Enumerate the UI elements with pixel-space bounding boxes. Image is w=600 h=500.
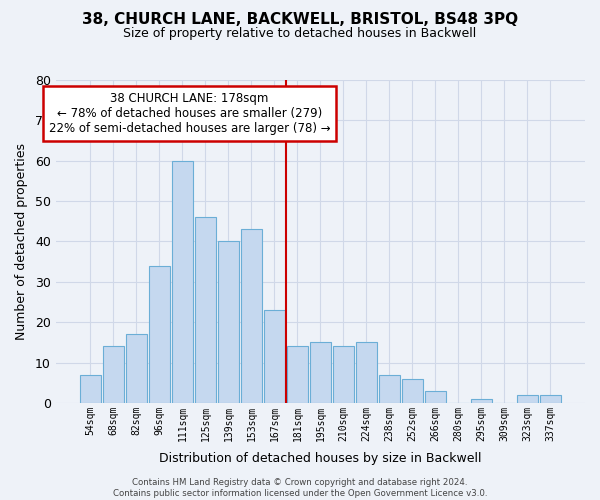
Bar [287, 346, 308, 403]
Text: 38, CHURCH LANE, BACKWELL, BRISTOL, BS48 3PQ: 38, CHURCH LANE, BACKWELL, BRISTOL, BS48… [82, 12, 518, 28]
Bar [425, 391, 446, 403]
Bar [195, 217, 216, 403]
Bar [471, 399, 492, 403]
Bar [241, 230, 262, 403]
Bar [310, 342, 331, 403]
Bar [264, 310, 285, 403]
Bar [103, 346, 124, 403]
Bar [172, 160, 193, 403]
Bar [333, 346, 354, 403]
Bar [402, 378, 423, 403]
Bar [218, 242, 239, 403]
Bar [517, 395, 538, 403]
Y-axis label: Number of detached properties: Number of detached properties [15, 143, 28, 340]
Bar [540, 395, 561, 403]
Text: 38 CHURCH LANE: 178sqm
← 78% of detached houses are smaller (279)
22% of semi-de: 38 CHURCH LANE: 178sqm ← 78% of detached… [49, 92, 330, 135]
Bar [80, 374, 101, 403]
Text: Size of property relative to detached houses in Backwell: Size of property relative to detached ho… [124, 28, 476, 40]
Bar [126, 334, 147, 403]
Bar [356, 342, 377, 403]
Bar [379, 374, 400, 403]
X-axis label: Distribution of detached houses by size in Backwell: Distribution of detached houses by size … [159, 452, 482, 465]
Text: Contains HM Land Registry data © Crown copyright and database right 2024.
Contai: Contains HM Land Registry data © Crown c… [113, 478, 487, 498]
Bar [149, 266, 170, 403]
